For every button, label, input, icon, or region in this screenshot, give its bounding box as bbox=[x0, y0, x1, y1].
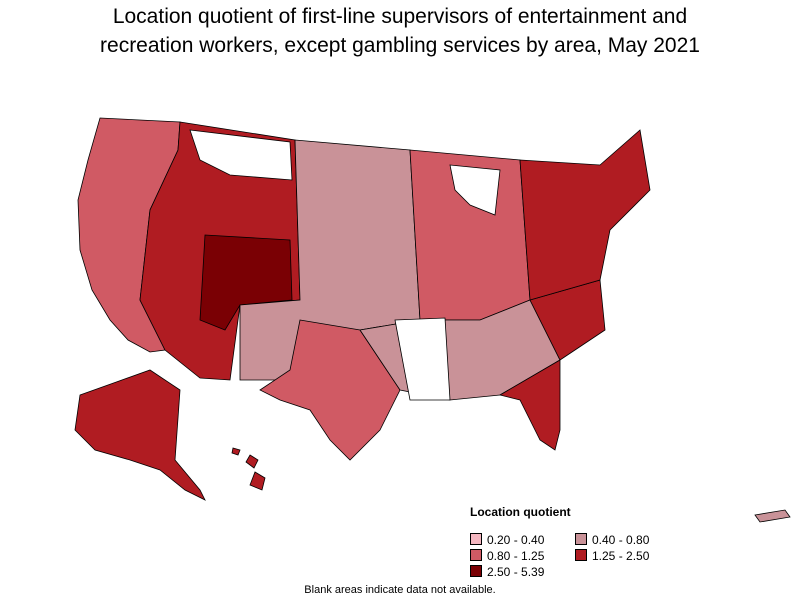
legend-label-0: 0.20 - 0.40 bbox=[487, 533, 545, 547]
legend-item-2: 0.80 - 1.25 bbox=[470, 549, 544, 563]
title-line-2: recreation workers, except gambling serv… bbox=[100, 34, 700, 57]
florida-region[interactable] bbox=[498, 359, 561, 451]
legend-label-4: 2.50 - 5.39 bbox=[487, 565, 545, 579]
map-title: Location quotient of first-line supervis… bbox=[0, 2, 800, 60]
legend-item-0: 0.20 - 0.40 bbox=[470, 533, 544, 547]
legend-swatch-4 bbox=[470, 565, 482, 577]
great-lakes-no-data bbox=[449, 164, 501, 216]
puerto-rico[interactable] bbox=[754, 509, 791, 523]
legend-item-1: 0.40 - 0.80 bbox=[575, 533, 649, 547]
legend-label-3: 1.25 - 2.50 bbox=[592, 549, 650, 563]
footnote: Blank areas indicate data not available. bbox=[304, 584, 496, 596]
lower-mississippi-no-data bbox=[394, 317, 451, 401]
legend-title: Location quotient bbox=[470, 505, 571, 519]
legend: Location quotient 0.20 - 0.40 0.40 - 0.8… bbox=[470, 505, 700, 581]
legend-grid: 0.20 - 0.40 0.40 - 0.80 0.80 - 1.25 1.25… bbox=[470, 533, 700, 581]
hawaii[interactable] bbox=[231, 447, 266, 491]
legend-swatch-0 bbox=[470, 533, 482, 545]
title-line-1: Location quotient of first-line supervis… bbox=[112, 5, 688, 28]
legend-swatch-3 bbox=[575, 549, 587, 561]
legend-swatch-2 bbox=[470, 549, 482, 561]
legend-label-2: 0.80 - 1.25 bbox=[487, 549, 545, 563]
legend-label-1: 0.40 - 0.80 bbox=[592, 533, 650, 547]
northeast-region[interactable] bbox=[519, 129, 651, 301]
northwest-no-data bbox=[189, 129, 293, 181]
legend-item-3: 1.25 - 2.50 bbox=[575, 549, 649, 563]
contiguous-us bbox=[77, 117, 651, 461]
alaska[interactable] bbox=[74, 369, 206, 501]
legend-swatch-1 bbox=[575, 533, 587, 545]
legend-item-4: 2.50 - 5.39 bbox=[470, 565, 544, 579]
